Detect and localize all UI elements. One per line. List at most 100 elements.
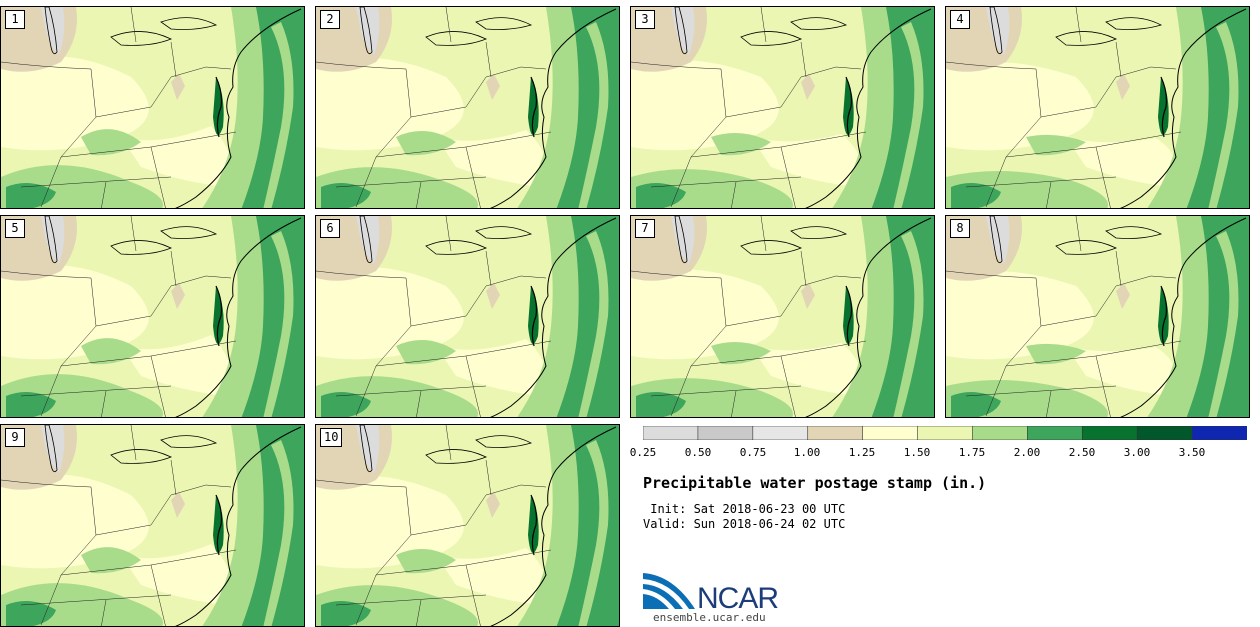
state-border (1075, 216, 1082, 252)
lake-outline (790, 226, 848, 239)
stamp-panel-8: 8 (945, 215, 1250, 418)
bay-outline (845, 285, 853, 347)
dry-region (436, 339, 546, 396)
coastline (175, 217, 302, 417)
init-time: Init: Sat 2018-06-23 00 UTC (643, 502, 846, 516)
lake-outline (740, 240, 803, 255)
stamp-number: 1 (5, 10, 25, 29)
state-border (410, 76, 487, 118)
site-url: ensemble.ucar.edu (653, 611, 766, 624)
tan-spot (486, 492, 500, 518)
state-border (1115, 66, 1177, 78)
grey-region (671, 7, 695, 55)
dry-region (631, 59, 779, 151)
colorbar-tick-label: 1.75 (958, 446, 986, 459)
ocean-band (578, 440, 609, 626)
state-border (1, 270, 92, 279)
bay-outline (1160, 76, 1168, 138)
lake-outline (110, 449, 173, 464)
moist-region (396, 340, 456, 365)
stamp-number: 8 (950, 219, 970, 238)
moist-region (81, 129, 141, 156)
colorbar-segment (917, 426, 974, 440)
lake-outline (740, 31, 803, 46)
colorbar-segment (643, 426, 699, 440)
lake-outline (475, 17, 533, 30)
pw-map (1, 425, 304, 626)
state-border (1, 479, 92, 488)
state-border (170, 41, 177, 78)
lake-outline (425, 31, 488, 46)
grey-region (41, 425, 65, 473)
state-border (631, 270, 722, 279)
dry-region (1, 265, 149, 360)
moist-region (396, 549, 456, 574)
colorbar-segment (1027, 426, 1084, 440)
pw-map (1, 7, 304, 208)
ocean-band (578, 231, 609, 417)
stamp-panel-7: 7 (630, 215, 935, 418)
state-border (650, 176, 802, 188)
state-border (985, 277, 1042, 417)
tan-spot (801, 283, 815, 309)
bay-outline (845, 76, 853, 138)
state-border (1095, 355, 1111, 417)
state-border (800, 275, 862, 287)
stamp-panel-4: 4 (945, 6, 1250, 209)
wet-patch (321, 601, 371, 626)
state-border (170, 459, 177, 496)
colorbar-segment (807, 426, 864, 440)
state-border (170, 66, 232, 78)
lake-outline (359, 7, 373, 55)
moist-region (81, 547, 141, 574)
state-border (800, 250, 807, 287)
state-border (800, 41, 807, 78)
state-border (101, 181, 107, 208)
colorbar-segment (697, 426, 754, 440)
grey-region (41, 7, 65, 55)
pw-map (1, 216, 304, 417)
state-border (130, 425, 137, 461)
colorbar-tick-label: 2.00 (1013, 446, 1041, 459)
grey-region (356, 425, 380, 473)
state-border (731, 390, 737, 417)
grey-region (41, 216, 65, 264)
state-border (1046, 181, 1052, 208)
dry-region (946, 61, 1094, 151)
colorbar-segment (752, 426, 809, 440)
stamp-number: 2 (320, 10, 340, 29)
state-border (465, 564, 481, 626)
state-border (445, 425, 452, 461)
stamp-number: 4 (950, 10, 970, 29)
grey-region (356, 7, 380, 55)
state-border (130, 7, 137, 43)
pw-map (316, 7, 619, 208)
lake-outline (989, 216, 1003, 264)
colorbar-segment (972, 426, 1029, 440)
lake-outline (1055, 240, 1118, 255)
state-border (316, 479, 407, 488)
stamp-number: 10 (320, 428, 343, 447)
state-border (465, 355, 481, 417)
state-border (130, 216, 137, 252)
plot-title: Precipitable water postage stamp (in.) (643, 474, 987, 492)
colorbar-tick-label: 0.50 (684, 446, 712, 459)
state-border (965, 176, 1117, 188)
state-border (101, 390, 107, 417)
state-border (410, 285, 487, 327)
state-border (780, 355, 796, 417)
state-border (445, 7, 452, 43)
lake-outline (160, 226, 218, 239)
moist-region (396, 131, 456, 156)
ncar-logo-icon (643, 573, 695, 609)
moist-region (81, 338, 141, 365)
state-border (670, 277, 727, 417)
state-border (731, 181, 737, 208)
state-border (650, 385, 802, 397)
stamp-number: 5 (5, 219, 25, 238)
state-border (355, 277, 412, 417)
dry-region (1, 474, 149, 569)
state-border (485, 250, 492, 287)
state-border (150, 355, 166, 417)
wet-patch (951, 183, 1001, 208)
